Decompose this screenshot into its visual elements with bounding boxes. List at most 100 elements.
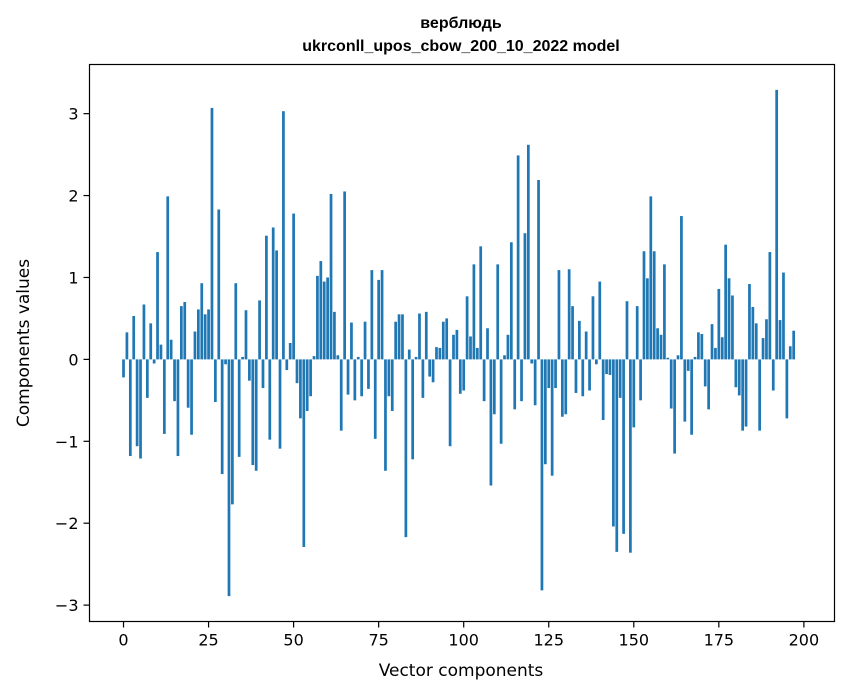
bar-148 (625, 301, 629, 360)
bar-126 (550, 359, 554, 476)
bar-52 (299, 359, 302, 419)
bar-75 (377, 279, 381, 360)
bar-110 (496, 264, 500, 360)
y-tick-label: −3 (55, 596, 79, 615)
bar-191 (771, 359, 775, 391)
bar-144 (612, 359, 615, 527)
bar-12 (162, 359, 166, 434)
bar-134 (578, 320, 581, 360)
bar-0 (122, 359, 125, 378)
x-tick-label: 125 (533, 631, 564, 650)
bar-149 (629, 359, 632, 553)
bar-135 (581, 359, 585, 397)
bar-10 (156, 252, 159, 360)
bar-130 (564, 359, 568, 415)
bar-72 (367, 359, 370, 389)
bar-173 (710, 324, 714, 360)
bar-80 (394, 321, 398, 360)
bar-167 (690, 359, 693, 435)
bar-63 (336, 355, 340, 360)
bar-81 (397, 314, 401, 360)
bar-50 (292, 213, 295, 360)
bar-109 (492, 359, 496, 415)
bar-189 (765, 319, 768, 360)
x-tick-label: 25 (198, 631, 218, 650)
bar-163 (676, 355, 680, 360)
bar-123 (540, 359, 544, 591)
bar-186 (754, 323, 758, 360)
bar-24 (203, 314, 207, 360)
bar-136 (584, 331, 588, 360)
bar-142 (605, 359, 608, 375)
bar-146 (618, 359, 622, 398)
x-tick-label: 50 (283, 631, 303, 650)
bar-165 (683, 359, 687, 422)
bar-118 (523, 233, 527, 360)
bar-162 (673, 359, 676, 454)
bar-128 (557, 270, 561, 360)
bar-36 (244, 310, 248, 360)
bar-89 (424, 311, 428, 360)
bar-180 (734, 359, 738, 388)
bar-29 (220, 359, 224, 475)
bar-8 (149, 323, 153, 360)
bar-22 (196, 309, 200, 360)
bar-6 (142, 304, 146, 360)
bar-40 (258, 300, 261, 360)
bar-183 (744, 359, 748, 427)
bar-60 (326, 277, 329, 360)
bar-181 (737, 359, 741, 396)
x-axis-ticks: 0 25 50 75 100 125 150 175 200 (118, 621, 819, 650)
bar-28 (217, 209, 221, 360)
y-tick-label: 1 (68, 268, 78, 287)
bar-27 (214, 359, 217, 402)
bar-156 (652, 251, 656, 360)
bar-114 (509, 242, 513, 360)
bar-79 (390, 359, 394, 411)
bar-111 (499, 359, 503, 444)
bar-102 (469, 336, 472, 360)
x-tick-label: 0 (118, 631, 128, 650)
y-tick-label: 2 (68, 187, 78, 206)
bar-32 (231, 359, 234, 505)
bar-168 (693, 356, 697, 360)
x-tick-label: 150 (619, 631, 650, 650)
bar-30 (224, 359, 227, 365)
bar-157 (656, 328, 659, 360)
plot-area-frame (88, 63, 836, 623)
bar-161 (669, 359, 673, 409)
bar-11 (159, 344, 163, 360)
bar-9 (152, 359, 156, 364)
bar-177 (724, 244, 728, 360)
bar-76 (380, 270, 384, 360)
y-tick-label: −1 (55, 432, 79, 451)
bar-20 (190, 359, 193, 435)
bar-116 (516, 155, 520, 360)
bar-171 (703, 359, 707, 387)
bar-170 (700, 333, 704, 360)
bar-138 (591, 296, 595, 360)
bar-35 (241, 356, 244, 360)
bar-179 (731, 295, 734, 360)
bar-197 (792, 330, 796, 360)
bar-83 (404, 359, 408, 538)
bar-101 (465, 296, 469, 360)
y-axis-label: Components values (14, 259, 34, 427)
bar-172 (707, 359, 710, 410)
bar-41 (261, 359, 265, 389)
bar-31 (227, 359, 231, 597)
bar-150 (632, 359, 636, 428)
bar-53 (302, 359, 306, 547)
bar-45 (275, 250, 278, 360)
bar-23 (200, 283, 204, 360)
bar-115 (513, 359, 517, 410)
bar-69 (356, 356, 360, 360)
bar-155 (649, 196, 653, 360)
bar-166 (686, 359, 690, 371)
bar-18 (183, 302, 187, 360)
bar-44 (271, 227, 275, 360)
bar-93 (438, 347, 442, 360)
chart-subtitle: ukrconll_upos_cbow_200_10_2022 model (302, 38, 619, 55)
bar-66 (346, 359, 350, 395)
bar-34 (237, 359, 241, 457)
